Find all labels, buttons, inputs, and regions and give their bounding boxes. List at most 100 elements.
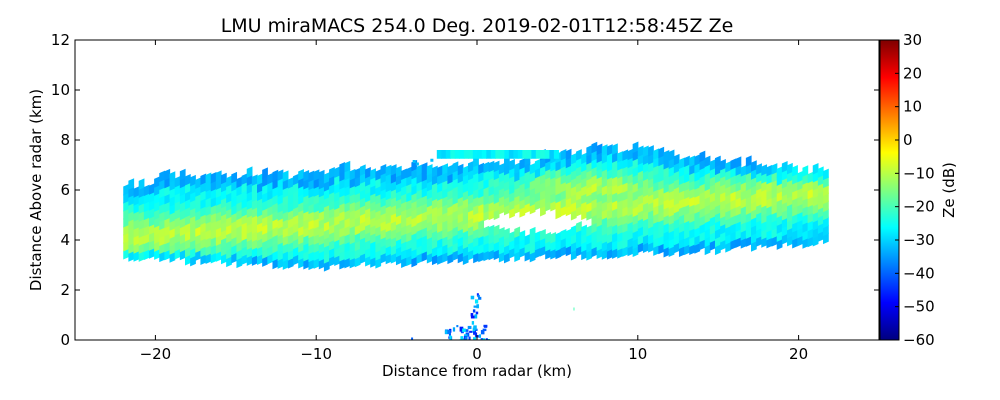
echo-cell	[540, 197, 546, 209]
echo-cell	[421, 250, 428, 262]
echo-cell	[138, 234, 145, 246]
echo-cell	[581, 208, 587, 221]
echo-cell	[488, 160, 495, 173]
echo-cell	[509, 230, 515, 243]
echo-cell	[437, 229, 443, 241]
echo-cell	[570, 224, 577, 237]
echo-cell	[504, 227, 510, 240]
echo-cell	[236, 184, 243, 197]
echo-cell	[267, 252, 274, 265]
echo-cell	[560, 245, 567, 257]
echo-cell	[509, 198, 515, 211]
echo-cell	[241, 237, 248, 249]
echo-cell	[138, 242, 145, 254]
echo-cell	[123, 240, 129, 252]
echo-cell	[128, 210, 135, 222]
echo-cell	[426, 171, 433, 184]
echo-cell	[570, 192, 577, 205]
echo-cell	[437, 189, 443, 201]
echo-cell	[154, 176, 160, 188]
echo-cell	[540, 181, 546, 193]
echo-cell	[513, 150, 519, 159]
echo-cell	[133, 242, 140, 254]
echo-cell	[617, 151, 623, 163]
echo-cell	[426, 179, 433, 192]
echo-cell	[550, 247, 557, 260]
echo-cell	[246, 246, 253, 258]
echo-cell	[560, 149, 567, 161]
echo-cell	[416, 236, 423, 248]
echo-cell	[226, 175, 232, 188]
echo-cell	[472, 150, 478, 159]
echo-cell	[509, 166, 515, 179]
echo-cell	[442, 203, 449, 215]
echo-cell	[802, 181, 809, 193]
echo-cell	[293, 173, 299, 186]
echo-cell	[553, 150, 559, 159]
echo-cell	[431, 189, 438, 202]
echo-cell	[128, 234, 135, 246]
echo-cell	[581, 232, 587, 245]
echo-cell	[498, 163, 505, 175]
clutter-speckle	[475, 311, 479, 315]
echo-speckle	[430, 158, 434, 162]
echo-cell	[452, 193, 459, 205]
echo-cell	[205, 172, 212, 184]
echo-cell	[509, 182, 515, 195]
echo-cell	[535, 150, 541, 159]
echo-cell	[267, 172, 274, 185]
echo-cell	[570, 208, 577, 221]
echo-cell	[385, 252, 392, 265]
echo-cell	[447, 196, 454, 209]
echo-cell	[416, 204, 423, 216]
echo-cell	[421, 242, 428, 254]
echo-cell	[133, 218, 140, 230]
echo-cell	[431, 237, 438, 250]
echo-cell	[401, 168, 407, 180]
echo-cell	[823, 224, 829, 237]
echo-cell	[545, 231, 551, 244]
echo-cell	[442, 227, 449, 239]
echo-cell	[483, 161, 490, 174]
echo-cell	[452, 249, 459, 261]
echo-cell	[421, 162, 428, 174]
echo-cell	[437, 181, 443, 193]
echo-cell	[447, 220, 454, 233]
echo-cell	[540, 245, 546, 257]
echo-cell	[447, 188, 454, 201]
echo-cell	[426, 187, 433, 200]
echo-cell	[570, 232, 577, 245]
y-tick-label: 12	[51, 31, 70, 49]
clutter-speckle	[464, 336, 468, 340]
echo-cell	[133, 202, 140, 214]
echo-cell	[488, 224, 495, 237]
echo-cell	[540, 150, 546, 159]
echo-cell	[740, 165, 747, 177]
y-tick-label: 6	[60, 181, 70, 199]
echo-cell	[812, 162, 819, 175]
echo-cell	[555, 231, 562, 244]
echo-cell	[246, 182, 253, 194]
echo-cell	[447, 212, 454, 225]
echo-cell	[421, 202, 428, 214]
echo-cell	[236, 200, 243, 213]
echo-cell	[246, 174, 253, 186]
echo-cell	[776, 166, 783, 178]
echo-cell	[431, 229, 438, 242]
echo-cell	[416, 212, 423, 224]
echo-cell	[560, 189, 567, 201]
echo-cell	[802, 189, 809, 201]
clutter-speckle	[460, 336, 464, 340]
echo-cell	[128, 202, 135, 214]
echo-cell	[457, 243, 464, 256]
echo-cell	[241, 181, 248, 193]
echo-cell	[493, 160, 500, 173]
echo-cell	[550, 183, 557, 196]
echo-cell	[138, 178, 145, 190]
echo-cell	[792, 173, 798, 185]
echo-cell	[560, 237, 567, 249]
echo-cell	[133, 186, 140, 198]
echo-cell	[452, 185, 459, 197]
echo-cell	[174, 176, 181, 188]
colorbar-scale	[879, 39, 900, 341]
